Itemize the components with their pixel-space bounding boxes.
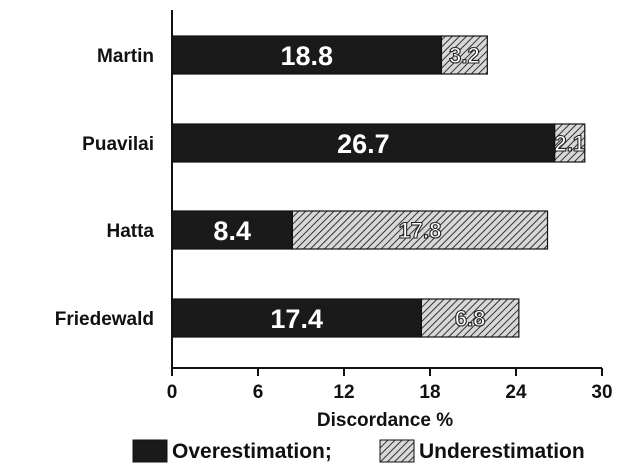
x-tick-label: 18	[419, 382, 440, 403]
x-tick-label: 24	[505, 382, 527, 403]
bar-segment	[420, 298, 520, 338]
legend-label: Overestimation;	[172, 440, 332, 463]
data-label: 2.1	[554, 131, 585, 156]
data-label: 17.4	[270, 304, 323, 334]
category-label: Martin	[97, 46, 154, 67]
legend-swatch	[379, 439, 415, 463]
bar-segment	[171, 35, 443, 75]
legend-label: Underestimation	[419, 440, 585, 463]
plot-area: Martin 18.8 3.2 Puavilai 26.7 2.1 Hatta 8.4 17.8…	[55, 10, 613, 403]
x-tick-label: 30	[591, 382, 612, 403]
bar-segment	[440, 35, 488, 75]
legend: Overestimation; Underestimation	[132, 439, 585, 463]
category-label: Friedewald	[55, 309, 154, 330]
data-label: 18.8	[280, 41, 333, 71]
data-label: 3.2	[449, 43, 480, 68]
data-label: 6.8	[455, 306, 486, 331]
bar-segment	[171, 298, 422, 338]
x-axis-title: Discordance %	[317, 410, 453, 431]
x-tick-label: 12	[333, 382, 354, 403]
data-label: 17.8	[399, 218, 442, 243]
data-label: 26.7	[337, 129, 390, 159]
legend-swatch	[132, 439, 168, 463]
bar-segment	[171, 210, 294, 250]
bar-segment	[554, 123, 586, 163]
category-label: Hatta	[106, 221, 154, 242]
x-tick-label: 6	[253, 382, 264, 403]
category-label: Puavilai	[82, 134, 154, 155]
bar-segment	[291, 210, 549, 250]
x-tick-label: 0	[167, 382, 178, 403]
data-label: 8.4	[213, 216, 251, 246]
bar-segment	[171, 123, 556, 163]
